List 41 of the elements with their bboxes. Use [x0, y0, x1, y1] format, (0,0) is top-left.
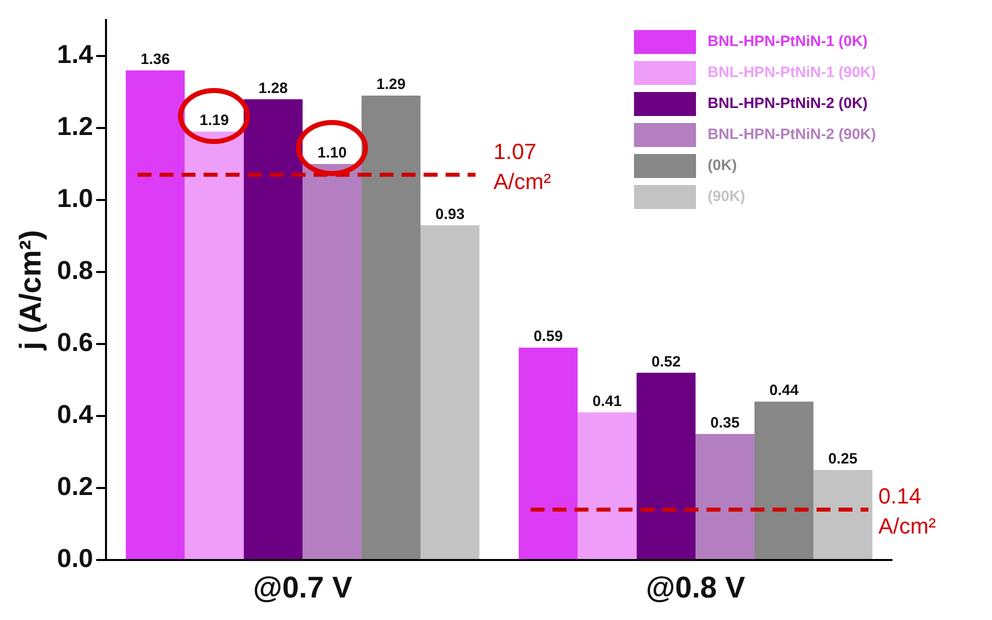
legend-label: BNL-HPN-PtNiN-2 (0K)	[708, 95, 868, 112]
data-label: 0.52	[651, 353, 681, 370]
legend-label: BNL-HPN-PtNiN-1 (90K)	[708, 64, 876, 81]
bar	[636, 372, 696, 559]
bar	[420, 225, 480, 559]
y-axis-title: j (A/cm²)	[14, 230, 48, 351]
ref-line-label: 0.14 A/cm²	[878, 484, 936, 539]
bar	[126, 70, 185, 559]
y-tick-label: 0.2	[56, 471, 94, 502]
y-tick-label: 1.0	[56, 183, 94, 214]
y-tick-label: 1.4	[56, 39, 94, 70]
bar	[696, 434, 754, 559]
data-label: 0.93	[435, 206, 465, 223]
x-tick-label: @0.7 V	[252, 571, 352, 604]
legend-label: (90K)	[708, 188, 746, 205]
x-tick-label: @0.8 V	[646, 571, 746, 604]
bar	[813, 470, 872, 559]
y-tick-label: 0.0	[56, 543, 94, 574]
bar	[518, 348, 578, 559]
data-label: 0.59	[534, 328, 563, 346]
y-tick-label: 0.8	[56, 255, 94, 286]
y-tick-label: 0.4	[56, 399, 94, 430]
legend-label: (0K)	[708, 157, 737, 174]
data-label: 0.25	[828, 450, 858, 468]
bar	[754, 402, 814, 559]
y-tick-label: 0.6	[56, 327, 94, 358]
y-tick-label: 1.2	[56, 111, 94, 142]
data-label: 0.44	[769, 382, 800, 400]
legend-label: BNL-HPN-PtNiN-2 (90K)	[708, 126, 876, 143]
data-label: 1.36	[140, 51, 170, 68]
data-label: 1.29	[376, 76, 406, 94]
legend-label: BNL-HPN-PtNiN-1 (0K)	[708, 33, 868, 50]
data-label: 0.41	[592, 393, 622, 410]
data-label: 1.10	[317, 144, 347, 162]
bar	[362, 96, 420, 559]
data-label: 1.19	[200, 112, 229, 130]
data-label: 1.28	[258, 80, 288, 97]
bar	[244, 99, 303, 559]
data-label: 0.35	[710, 414, 740, 432]
bar	[578, 412, 637, 559]
ref-line-label: 1.07 A/cm²	[493, 138, 551, 194]
